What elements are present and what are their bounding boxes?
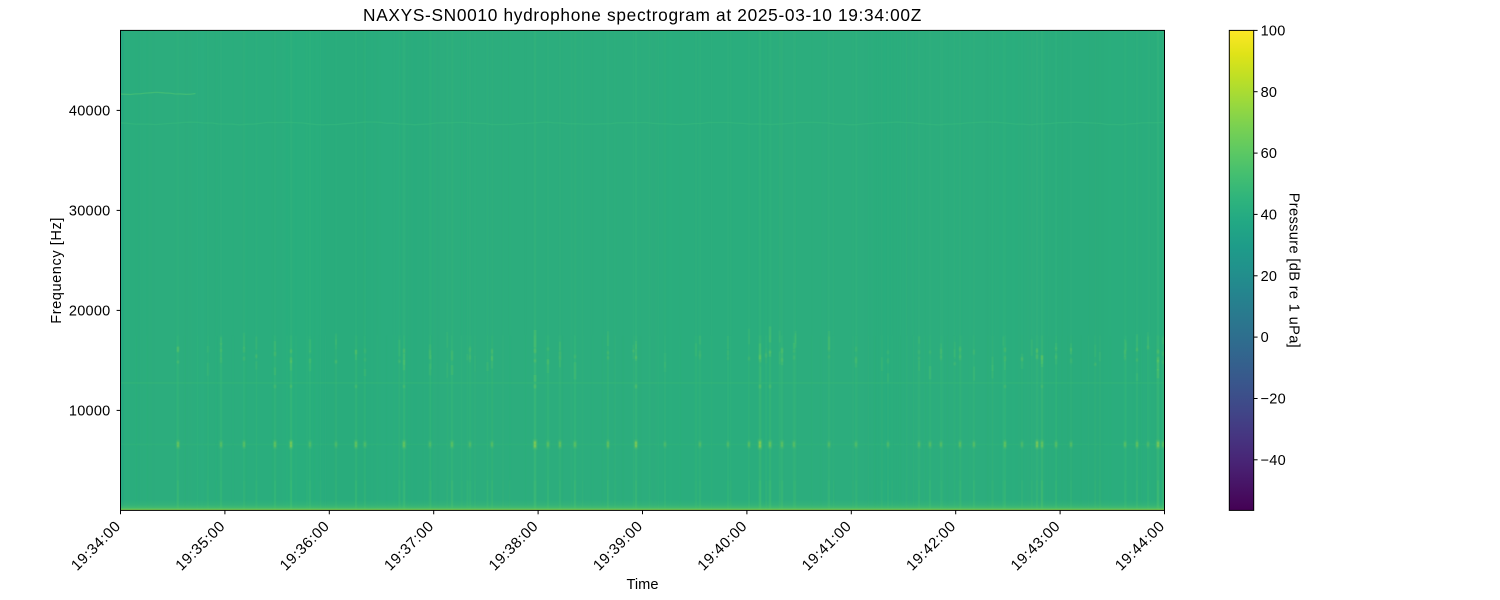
svg-text:Frequency [Hz]: Frequency [Hz] [49,217,65,324]
svg-text:19:43:00: 19:43:00 [1008,518,1064,574]
svg-text:Pressure [dB re 1 uPa]: Pressure [dB re 1 uPa] [1286,193,1302,348]
svg-text:Time: Time [627,577,659,593]
svg-text:40: 40 [1261,208,1278,224]
svg-text:40000: 40000 [69,104,111,120]
svg-text:60: 60 [1261,146,1278,162]
svg-text:19:39:00: 19:39:00 [590,518,646,574]
svg-text:19:42:00: 19:42:00 [903,518,959,574]
svg-text:19:37:00: 19:37:00 [381,518,437,574]
svg-text:19:36:00: 19:36:00 [277,518,333,574]
svg-text:19:44:00: 19:44:00 [1112,518,1168,574]
svg-text:10000: 10000 [69,404,111,420]
svg-text:19:38:00: 19:38:00 [486,518,542,574]
svg-text:NAXYS-SN0010 hydrophone spectr: NAXYS-SN0010 hydrophone spectrogram at 2… [363,5,922,25]
svg-text:100: 100 [1261,24,1286,40]
svg-text:19:35:00: 19:35:00 [172,518,228,574]
svg-text:80: 80 [1261,85,1278,101]
svg-text:19:41:00: 19:41:00 [799,518,855,574]
svg-text:−40: −40 [1261,453,1286,469]
svg-text:19:34:00: 19:34:00 [68,518,124,574]
svg-text:30000: 30000 [69,204,111,220]
svg-text:−20: −20 [1261,392,1286,408]
svg-text:20: 20 [1261,269,1278,285]
svg-text:20000: 20000 [69,304,111,320]
svg-text:0: 0 [1261,330,1269,346]
svg-text:19:40:00: 19:40:00 [694,518,750,574]
